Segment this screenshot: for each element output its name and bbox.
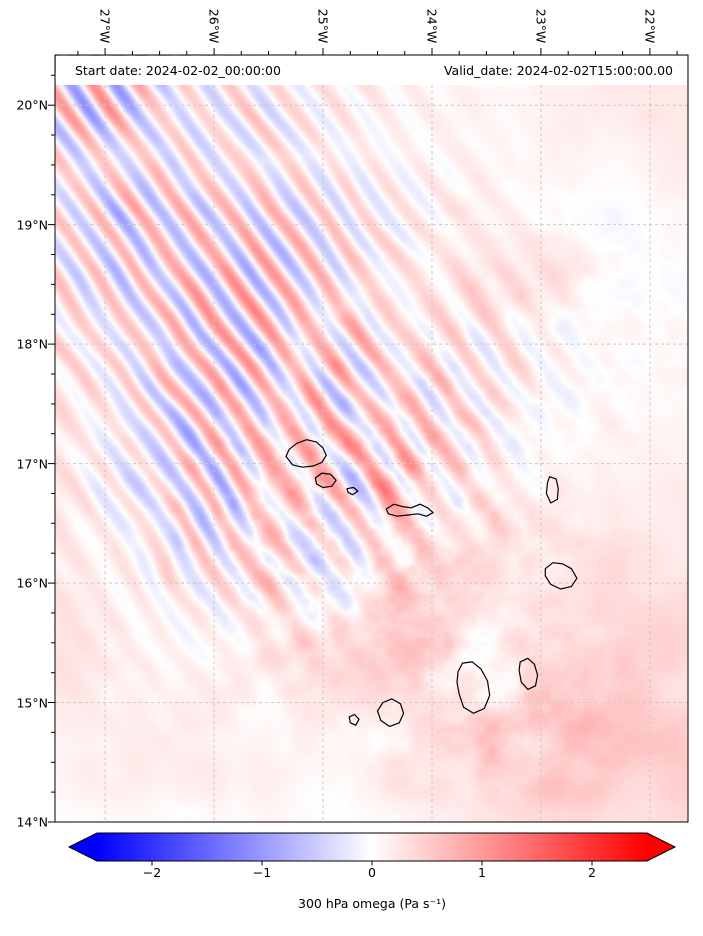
lat-tick-label: 15°N xyxy=(16,695,48,711)
colorbar-label: 300 hPa omega (Pa s⁻¹) xyxy=(298,896,446,911)
colorbar-tick-label: 2 xyxy=(588,865,596,880)
colorbar-tick-label: −1 xyxy=(252,865,272,880)
colorbar xyxy=(67,832,677,862)
lon-tick-label: 22°W xyxy=(642,8,658,44)
colorbar-tick-label: −2 xyxy=(142,865,162,880)
lat-tick-label: 19°N xyxy=(16,217,48,233)
lat-tick-label: 14°N xyxy=(16,814,48,830)
lat-tick-label: 16°N xyxy=(16,575,48,591)
lat-tick-label: 17°N xyxy=(16,456,48,472)
lat-tick-label: 18°N xyxy=(16,336,48,352)
lon-tick-label: 23°W xyxy=(533,8,549,44)
lon-tick-label: 25°W xyxy=(315,8,331,44)
start-date-text: Start date: 2024-02-02_00:00:00 xyxy=(75,63,281,78)
valid-date-text: Valid_date: 2024-02-02T15:00:00.00 xyxy=(443,63,673,78)
colorbar-tick-label: 0 xyxy=(368,865,376,880)
title-bar: Start date: 2024-02-02_00:00:00 Valid_da… xyxy=(56,56,687,85)
lon-tick-label: 24°W xyxy=(424,8,440,44)
lat-tick-label: 20°N xyxy=(16,97,48,113)
lon-tick-label: 26°W xyxy=(206,8,222,44)
colorbar-tick-label: 1 xyxy=(478,865,486,880)
omega-field-heatmap xyxy=(55,55,688,822)
lon-tick-label: 27°W xyxy=(97,8,113,44)
